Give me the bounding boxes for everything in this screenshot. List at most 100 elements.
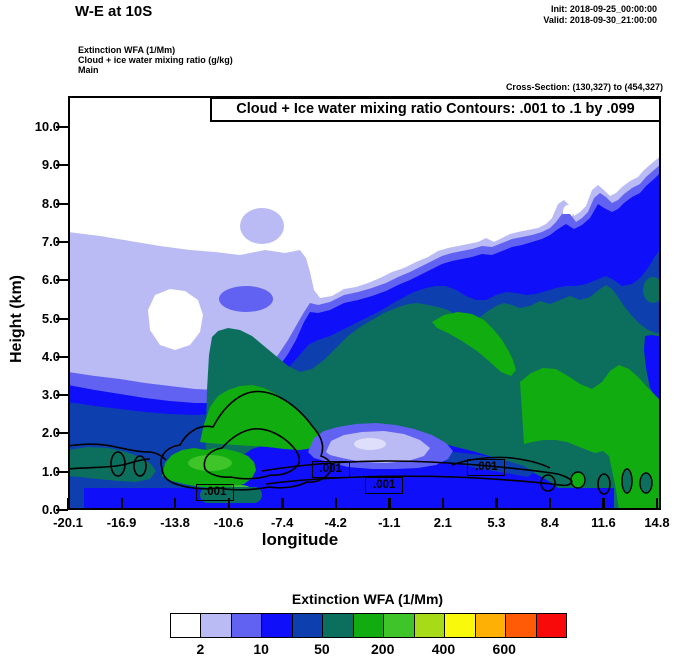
y-tick-label: 9.0 (41, 157, 60, 173)
x-tick-mark (67, 498, 70, 510)
cross-section-coords: Cross-Section: (130,327) to (454,327) (505, 82, 663, 92)
colorbar-cell (475, 614, 507, 637)
x-tick-label: -16.9 (106, 515, 137, 530)
y-tick-mark (56, 394, 68, 397)
colorbar-cell (445, 614, 476, 637)
navy-bottom-left (68, 486, 84, 510)
x-tick-mark (120, 498, 123, 510)
x-tick-mark (602, 498, 605, 510)
blue-right-column (644, 335, 661, 402)
x-tick-label: -4.2 (324, 515, 347, 530)
x-tick-mark (227, 498, 231, 510)
contour-info-box: Cloud + Ice water mixing ratio Contours:… (210, 97, 661, 122)
x-tick-mark (388, 498, 391, 510)
teal-dot-corner-2 (639, 472, 653, 494)
ltgreen-accent-1 (188, 455, 232, 471)
purple-core-blob (219, 286, 273, 312)
x-tick-label: 11.6 (591, 515, 616, 530)
x-tick-label: -10.6 (213, 515, 244, 530)
colorbar-title: Extinction WFA (1/Mm) (291, 591, 444, 607)
colorbar-cell (384, 614, 415, 637)
lavender-blob-7km (240, 208, 284, 244)
colorbar-cell (231, 614, 263, 637)
y-tick-label: 3.0 (41, 387, 60, 403)
colorbar-cell (201, 614, 232, 637)
colorbar-cell (292, 614, 324, 637)
y-tick-label: 1.0 (41, 463, 60, 479)
colorbar-tick-label: 600 (492, 641, 516, 657)
init-time: Init: 2018-09-25_00:00:00 (550, 4, 657, 14)
x-tick-mark (281, 498, 284, 510)
y-tick-label: 6.0 (41, 272, 60, 288)
y-tick-mark (56, 509, 68, 511)
green-band-left (200, 385, 321, 450)
colorbar-labels: 2 10 50 200 400 600 (170, 641, 565, 659)
y-tick-mark (56, 126, 68, 128)
colorbar-cell (506, 614, 537, 637)
white-hole (148, 289, 203, 350)
field-1-label: Extinction WFA (1/Mm) (78, 45, 176, 55)
y-tick-mark (56, 470, 68, 473)
x-tick-label: -20.1 (53, 515, 83, 530)
x-tick-mark (655, 498, 659, 510)
colorbar-tick-label: 200 (371, 641, 395, 657)
contour-label-box: .001 (467, 459, 506, 477)
x-tick-label: 14.8 (644, 515, 670, 530)
colorbar-cell (262, 614, 293, 637)
colorbar-cell (414, 614, 446, 637)
x-tick-mark (548, 498, 552, 510)
y-tick-label: 10.0 (34, 119, 60, 134)
x-tick-label: 5.3 (487, 515, 506, 530)
colorbar-cell (171, 614, 202, 637)
teal-bottom-segment (200, 487, 262, 503)
contour-label-box: .001 (311, 461, 350, 479)
colorbar-cell (536, 614, 567, 637)
x-tick-mark (334, 498, 338, 510)
y-tick-label: 7.0 (41, 233, 60, 249)
field-2-label: Cloud + ice water mixing ratio (g/kg) (78, 55, 233, 65)
x-tick-label: -7.4 (270, 515, 294, 530)
colorbar-tick-label: 10 (253, 641, 269, 657)
x-tick-mark (495, 498, 498, 510)
cross-section-plot (68, 96, 661, 510)
teal-right-patch (643, 277, 661, 303)
y-tick-label: 0.0 (41, 502, 60, 517)
contour-label-box: .001 (196, 484, 235, 502)
teal-dot-corner-1 (621, 468, 633, 494)
colorbar-tick-label: 2 (196, 641, 205, 657)
y-tick-mark (56, 240, 68, 243)
y-tick-label: 4.0 (41, 348, 60, 364)
green-diagonal-blob (432, 312, 516, 376)
y-tick-mark (56, 355, 68, 358)
y-tick-label: 5.0 (41, 310, 60, 326)
colorbar-cell (323, 614, 354, 637)
x-tick-label: 2.1 (433, 515, 452, 530)
y-tick-mark (56, 164, 68, 167)
x-tick-mark (441, 498, 445, 510)
colorbar-cell (353, 614, 385, 637)
y-tick-label: 2.0 (41, 425, 60, 441)
x-tick-label: -13.8 (160, 515, 190, 530)
y-tick-mark (56, 202, 68, 205)
teal-left-band (68, 447, 156, 482)
field-annotations: Extinction WFA (1/Mm) Cloud + ice water … (78, 45, 233, 75)
field-3-label: Main (78, 65, 99, 75)
colorbar-tick-label: 50 (314, 641, 330, 657)
y-tick-mark (56, 279, 68, 282)
contour-label-box: .001 (365, 476, 404, 494)
model-run-info: Init: 2018-09-25_00:00:00 Valid: 2018-09… (440, 4, 657, 25)
colorbar-tick-label: 400 (431, 641, 456, 657)
page-title: W-E at 10S (75, 3, 153, 20)
y-tick-mark (56, 317, 68, 320)
y-tick-label: 8.0 (41, 195, 60, 211)
plot-frame (68, 96, 661, 510)
x-axis-title: longitude (261, 530, 339, 549)
colorbar (170, 613, 567, 638)
low-feature-pale-core (354, 438, 386, 450)
x-tick-mark (174, 498, 177, 510)
valid-time: Valid: 2018-09-30_21:00:00 (543, 14, 657, 25)
y-tick-mark (56, 432, 68, 435)
x-tick-label: 8.4 (540, 515, 559, 530)
x-tick-label: -1.1 (378, 515, 401, 530)
